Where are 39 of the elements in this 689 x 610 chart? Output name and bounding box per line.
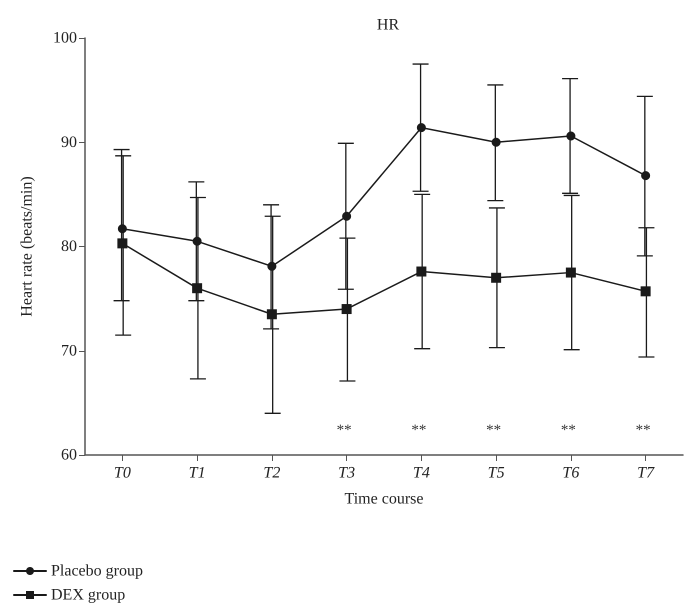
x-axis-title: Time course	[344, 490, 424, 508]
point	[416, 123, 426, 132]
x-tick-label: T1	[188, 464, 206, 482]
x-tick-label: T7	[637, 464, 656, 482]
point	[566, 131, 576, 140]
point	[192, 283, 202, 294]
y-tick-label: 100	[53, 30, 77, 46]
chart-title: HR	[376, 16, 400, 34]
point	[342, 304, 352, 314]
x-tick-label: T0	[114, 464, 131, 482]
x-tick-label: T2	[263, 464, 280, 482]
x-tick-label: T6	[562, 464, 580, 482]
point	[492, 138, 501, 147]
point	[641, 171, 650, 180]
point	[566, 268, 576, 278]
x-tick-label: T5	[488, 464, 505, 482]
x-tick-label: T3	[338, 464, 356, 482]
annotation: **	[636, 422, 651, 438]
y-tick-label: 70	[61, 342, 77, 360]
y-tick-label: 60	[61, 446, 77, 464]
x-tick-label: T4	[412, 464, 430, 482]
point	[416, 266, 426, 277]
point	[640, 286, 651, 296]
point	[266, 309, 277, 320]
point	[267, 262, 276, 271]
y-tick-label: 80	[61, 238, 77, 255]
point	[491, 272, 502, 283]
legend-label: DEX group	[51, 586, 126, 604]
point	[192, 236, 202, 246]
annotation: **	[560, 422, 576, 438]
legend-label: Placebo group	[51, 562, 143, 580]
y-axis-title: Heart rate (beats/min)	[18, 176, 36, 317]
annotation: **	[486, 422, 502, 438]
annotation: **	[411, 422, 426, 438]
y-tick-label: 90	[61, 134, 77, 151]
point	[118, 224, 127, 234]
point	[342, 212, 352, 221]
point	[117, 238, 128, 248]
annotation: **	[336, 422, 352, 438]
